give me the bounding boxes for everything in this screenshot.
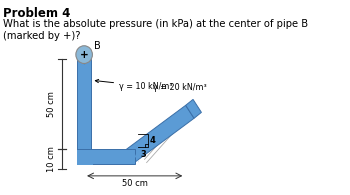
Circle shape <box>76 46 92 64</box>
Bar <box>77 150 93 165</box>
Polygon shape <box>126 105 194 163</box>
Bar <box>77 149 135 164</box>
Text: 50 cm: 50 cm <box>122 179 148 188</box>
Text: 10 cm: 10 cm <box>47 146 56 172</box>
Text: 3: 3 <box>140 150 146 159</box>
Text: What is the absolute pressure (in kPa) at the center of pipe B (marked by +)?: What is the absolute pressure (in kPa) a… <box>3 19 308 41</box>
Text: γ = 20 kN/m³: γ = 20 kN/m³ <box>153 83 207 92</box>
Text: +: + <box>80 50 89 60</box>
Bar <box>77 58 91 157</box>
Text: B: B <box>94 41 101 51</box>
Text: γ = 10 kN/m³: γ = 10 kN/m³ <box>95 79 173 91</box>
Polygon shape <box>186 99 201 118</box>
Polygon shape <box>131 149 139 164</box>
Text: Problem 4: Problem 4 <box>3 7 71 20</box>
Text: 4: 4 <box>149 136 155 145</box>
Text: 50 cm: 50 cm <box>47 91 56 117</box>
